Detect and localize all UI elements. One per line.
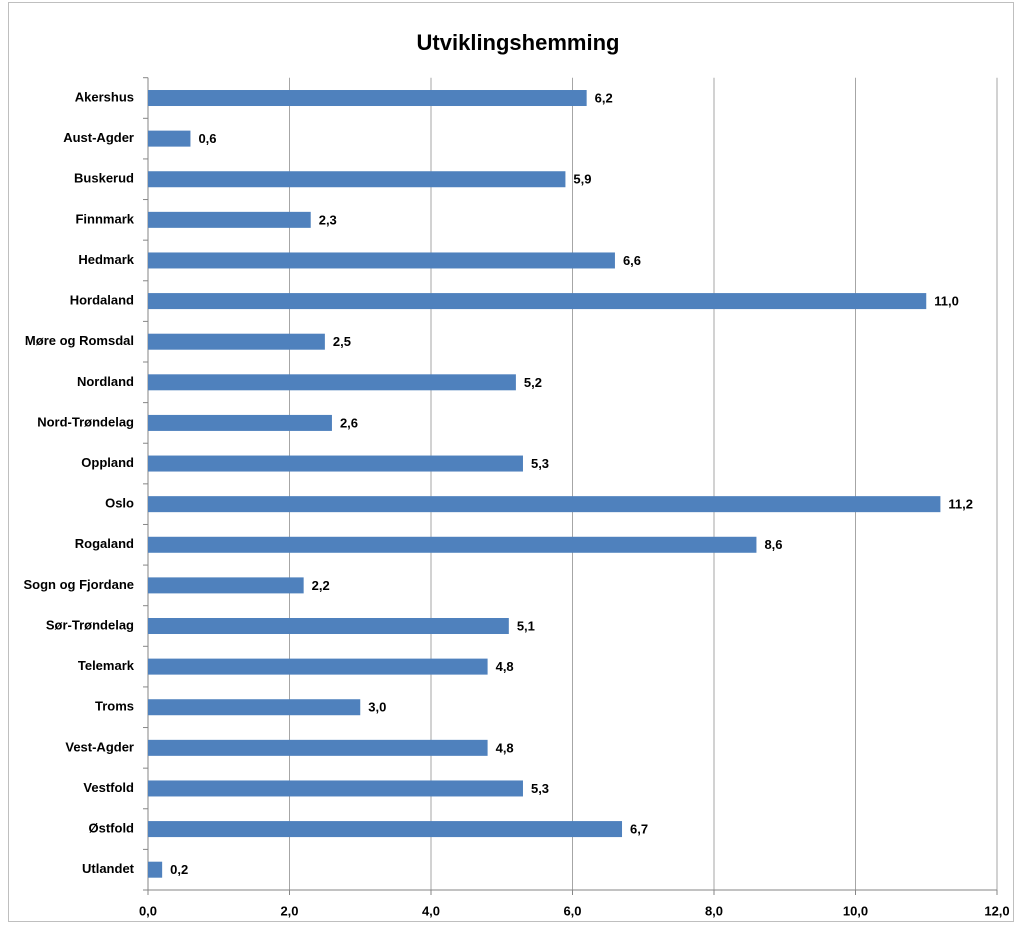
x-tick-label: 4,0: [422, 903, 440, 918]
value-label: 2,2: [312, 578, 330, 593]
bar: [148, 252, 615, 269]
value-label: 5,1: [517, 618, 535, 633]
bar: [148, 699, 361, 716]
y-tick-label: Østfold: [89, 821, 135, 836]
y-tick-label: Telemark: [78, 658, 135, 673]
y-tick-label: Vestfold: [83, 780, 134, 795]
value-label: 5,3: [531, 781, 549, 796]
bar: [148, 414, 332, 431]
bar: [148, 455, 523, 472]
bar: [148, 90, 587, 107]
x-tick-label: 12,0: [984, 903, 1009, 918]
y-tick-label: Utlandet: [82, 861, 135, 876]
x-tick-label: 10,0: [843, 903, 868, 918]
y-tick-label: Sogn og Fjordane: [24, 577, 135, 592]
bar: [148, 861, 163, 878]
y-tick-label: Rogaland: [75, 536, 134, 551]
value-label: 6,7: [630, 822, 648, 837]
y-tick-label: Oppland: [81, 455, 134, 470]
y-tick-label: Sør-Trøndelag: [46, 617, 134, 632]
x-tick-label: 2,0: [280, 903, 298, 918]
bar: [148, 496, 941, 513]
value-label: 6,2: [595, 90, 613, 105]
bar: [148, 171, 566, 188]
y-tick-label: Oslo: [105, 496, 134, 511]
x-tick-label: 8,0: [705, 903, 723, 918]
y-tick-label: Hordaland: [70, 293, 134, 308]
y-tick-label: Vest-Agder: [65, 739, 134, 754]
value-label: 0,6: [198, 131, 216, 146]
y-tick-label: Troms: [95, 699, 134, 714]
value-label: 5,3: [531, 456, 549, 471]
y-tick-label: Aust-Agder: [63, 130, 134, 145]
y-tick-label: Akershus: [75, 89, 134, 104]
x-tick-label: 6,0: [563, 903, 581, 918]
bar: [148, 536, 757, 553]
x-tick-label: 0,0: [139, 903, 157, 918]
bar: [148, 739, 488, 756]
value-label: 3,0: [368, 700, 386, 715]
value-label: 8,6: [764, 537, 782, 552]
value-label: 11,0: [934, 294, 959, 309]
y-tick-label: Nordland: [77, 374, 134, 389]
y-tick-label: Finnmark: [75, 211, 134, 226]
bar: [148, 577, 304, 594]
y-tick-label: Buskerud: [74, 171, 134, 186]
value-label: 5,2: [524, 375, 542, 390]
value-label: 2,3: [319, 212, 337, 227]
bar: [148, 618, 509, 635]
value-label: 2,6: [340, 415, 358, 430]
y-tick-label: Nord-Trøndelag: [37, 414, 134, 429]
value-label: 4,8: [496, 659, 514, 674]
bar: [148, 374, 516, 391]
bar: [148, 130, 191, 147]
chart-title: Utviklingshemming: [417, 30, 620, 55]
y-tick-label: Hedmark: [78, 252, 134, 267]
bar: [148, 780, 523, 797]
bar: [148, 293, 927, 310]
bar: [148, 211, 311, 228]
value-label: 2,5: [333, 334, 351, 349]
value-label: 0,2: [170, 862, 188, 877]
bar: [148, 333, 325, 350]
y-tick-label: Møre og Romsdal: [25, 333, 134, 348]
bar: [148, 821, 623, 838]
value-label: 6,6: [623, 253, 641, 268]
bar: [148, 658, 488, 675]
value-label: 5,9: [573, 172, 591, 187]
value-label: 4,8: [496, 740, 514, 755]
value-label: 11,2: [948, 497, 973, 512]
